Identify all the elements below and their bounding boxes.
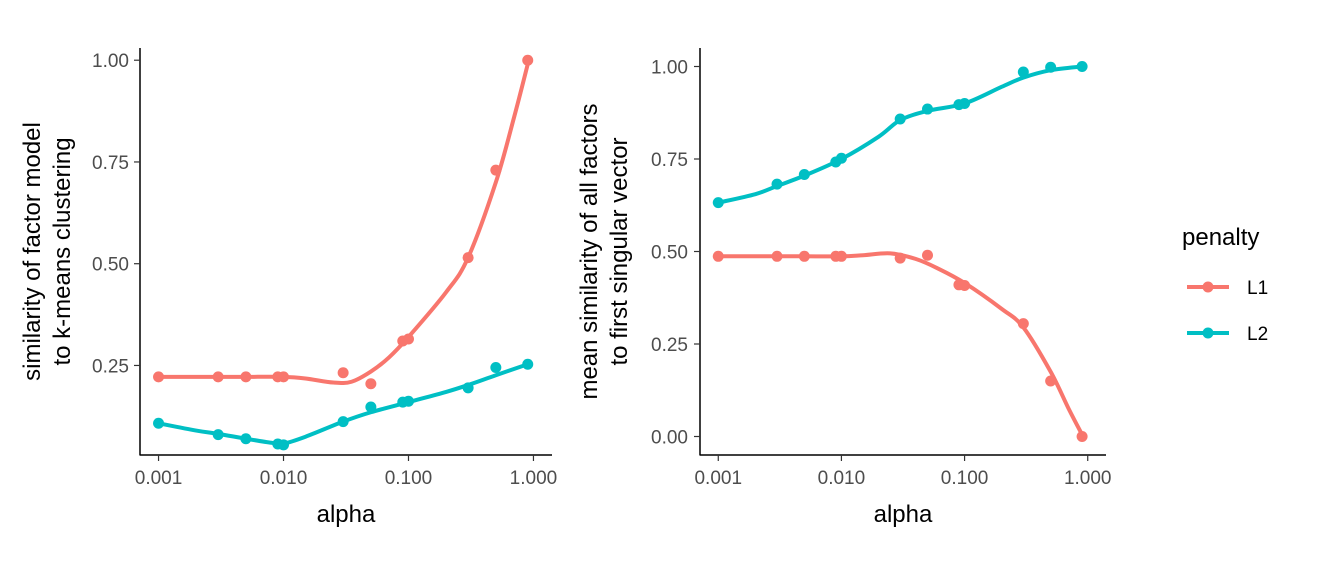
y-tick-label: 0.50 [92,255,129,276]
y-tick-label: 0.75 [92,153,129,174]
left-panel: 0.25 0.50 0.75 1.00 0.001 0.010 0.100 1.000 alph… [19,48,557,528]
data-point-l1 [462,252,474,264]
series-l2 [712,61,1088,209]
y-tick-label: 0.00 [651,428,688,449]
data-point-l1 [278,371,290,383]
data-point-l2 [1017,66,1029,78]
y-axis-title: to first singular vector [606,137,633,365]
y-tick-label: 0.25 [92,356,129,377]
series-l2 [153,358,534,451]
legend-item-l2: L2 [1187,324,1268,345]
legend-key-point-l1 [1202,281,1214,293]
data-point-l1 [365,378,377,390]
data-point-l1 [490,164,502,176]
y-tick-label: 1.00 [651,58,688,79]
x-tick-label: 1.000 [510,468,558,489]
data-point-l2 [798,169,810,181]
data-point-l1 [522,54,534,66]
legend-title: penalty [1182,224,1259,251]
data-point-l2 [771,178,783,190]
data-point-l2 [1076,61,1088,72]
right-panel: 0.00 0.25 0.50 0.75 1.00 0.001 0.010 0.100 1.000… [576,48,1112,528]
y-axis-title: similarity of factor model [19,122,46,381]
x-axis-title: alpha [317,501,376,528]
legend-item-l1: L1 [1187,278,1268,299]
data-point-l2 [1045,61,1057,73]
data-point-l1 [337,367,349,379]
legend: penalty L1 L2 [1182,224,1268,345]
y-axis-title: mean similarity of all factors [576,103,603,399]
data-point-l2 [522,358,534,370]
x-tick-label: 0.100 [385,468,433,489]
data-point-l2 [153,417,165,429]
data-point-l1 [212,371,224,383]
data-point-l1 [153,371,165,383]
data-point-l2 [712,197,724,209]
data-point-l2 [365,401,377,413]
data-point-l2 [894,113,906,125]
data-point-l2 [402,395,414,407]
y-axis-title: to k-means clustering [49,137,76,365]
data-point-l1 [1076,431,1088,442]
y-tick-label: 0.50 [651,243,688,264]
data-point-l2 [337,416,349,428]
y-tick-label: 0.25 [651,335,688,356]
x-tick-label: 0.010 [260,468,308,489]
data-point-l2 [835,152,847,164]
data-point-l1 [894,252,906,264]
data-point-l2 [240,433,252,445]
data-point-l1 [959,280,971,292]
data-point-l2 [490,361,502,373]
data-point-l2 [462,382,474,394]
x-tick-label: 0.001 [694,468,742,489]
smooth-line-l1 [716,251,1085,437]
data-point-l2 [212,429,224,441]
smooth-line-l1 [156,62,530,386]
y-tick-label: 1.00 [92,51,129,72]
legend-label-l2: L2 [1247,324,1268,345]
legend-key-point-l2 [1202,327,1214,339]
data-point-l2 [922,103,934,115]
y-tick-label: 0.75 [651,150,688,171]
data-point-l1 [402,333,414,345]
data-point-l1 [771,250,783,262]
data-point-l1 [835,250,847,262]
legend-label-l1: L1 [1247,278,1268,299]
data-point-l1 [922,249,934,261]
series-l1 [712,249,1088,442]
data-point-l2 [959,98,971,109]
x-tick-label: 0.001 [135,468,183,489]
data-point-l1 [1045,375,1057,387]
data-point-l1 [1017,318,1029,330]
x-tick-label: 1.000 [1064,468,1112,489]
data-point-l2 [278,439,290,451]
data-point-l1 [240,371,252,383]
data-point-l1 [712,250,724,262]
data-point-l1 [798,250,810,262]
x-tick-label: 0.100 [941,468,989,489]
x-axis-title: alpha [874,501,933,528]
series-l1 [153,54,534,390]
x-tick-label: 0.010 [818,468,866,489]
